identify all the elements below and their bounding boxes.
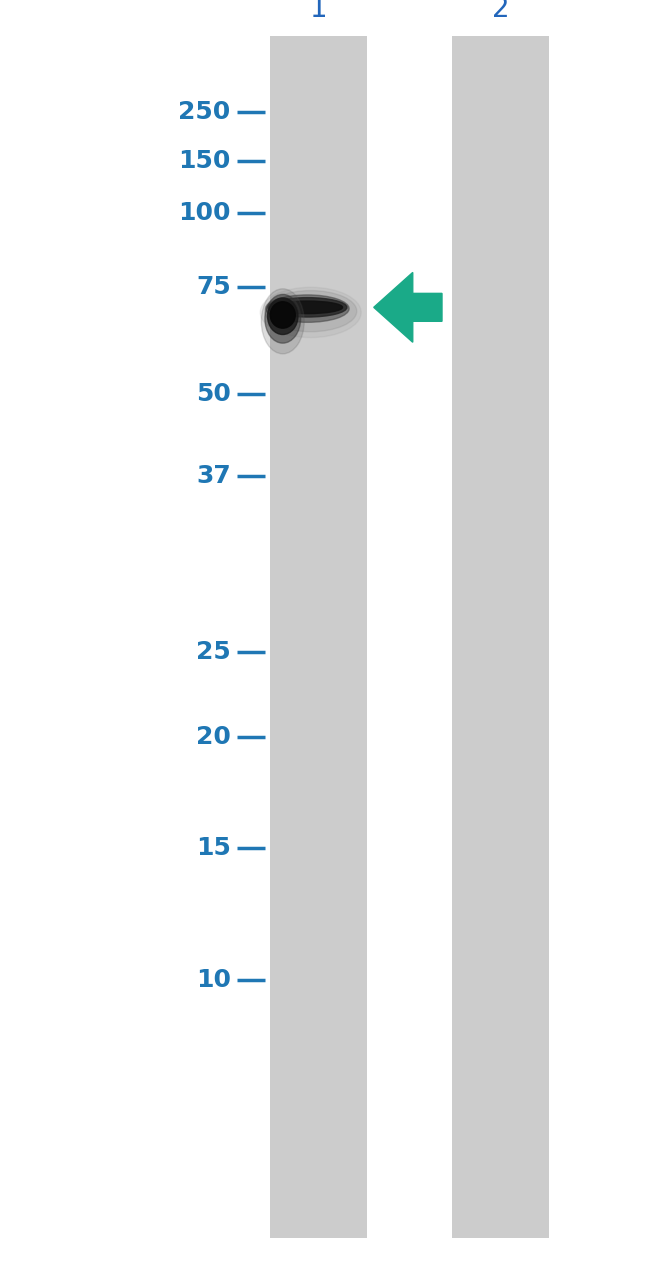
Text: 2: 2 <box>491 0 510 23</box>
Text: 250: 250 <box>179 100 231 123</box>
Ellipse shape <box>268 297 347 318</box>
Ellipse shape <box>261 288 304 354</box>
Text: 25: 25 <box>196 640 231 663</box>
Text: 20: 20 <box>196 725 231 748</box>
Ellipse shape <box>270 302 295 328</box>
Ellipse shape <box>265 295 300 343</box>
Text: 150: 150 <box>178 150 231 173</box>
Ellipse shape <box>265 291 357 331</box>
Text: 100: 100 <box>178 202 231 225</box>
Bar <box>270 36 367 1238</box>
Ellipse shape <box>272 301 343 314</box>
Ellipse shape <box>260 287 361 338</box>
Text: 1: 1 <box>309 0 328 23</box>
Text: 10: 10 <box>196 969 231 992</box>
Text: 75: 75 <box>196 276 231 298</box>
Ellipse shape <box>266 295 349 323</box>
Text: 37: 37 <box>196 465 231 488</box>
Text: 50: 50 <box>196 382 231 405</box>
Text: 15: 15 <box>196 837 231 860</box>
Ellipse shape <box>268 298 298 334</box>
Bar <box>452 36 549 1238</box>
FancyArrow shape <box>374 273 442 343</box>
